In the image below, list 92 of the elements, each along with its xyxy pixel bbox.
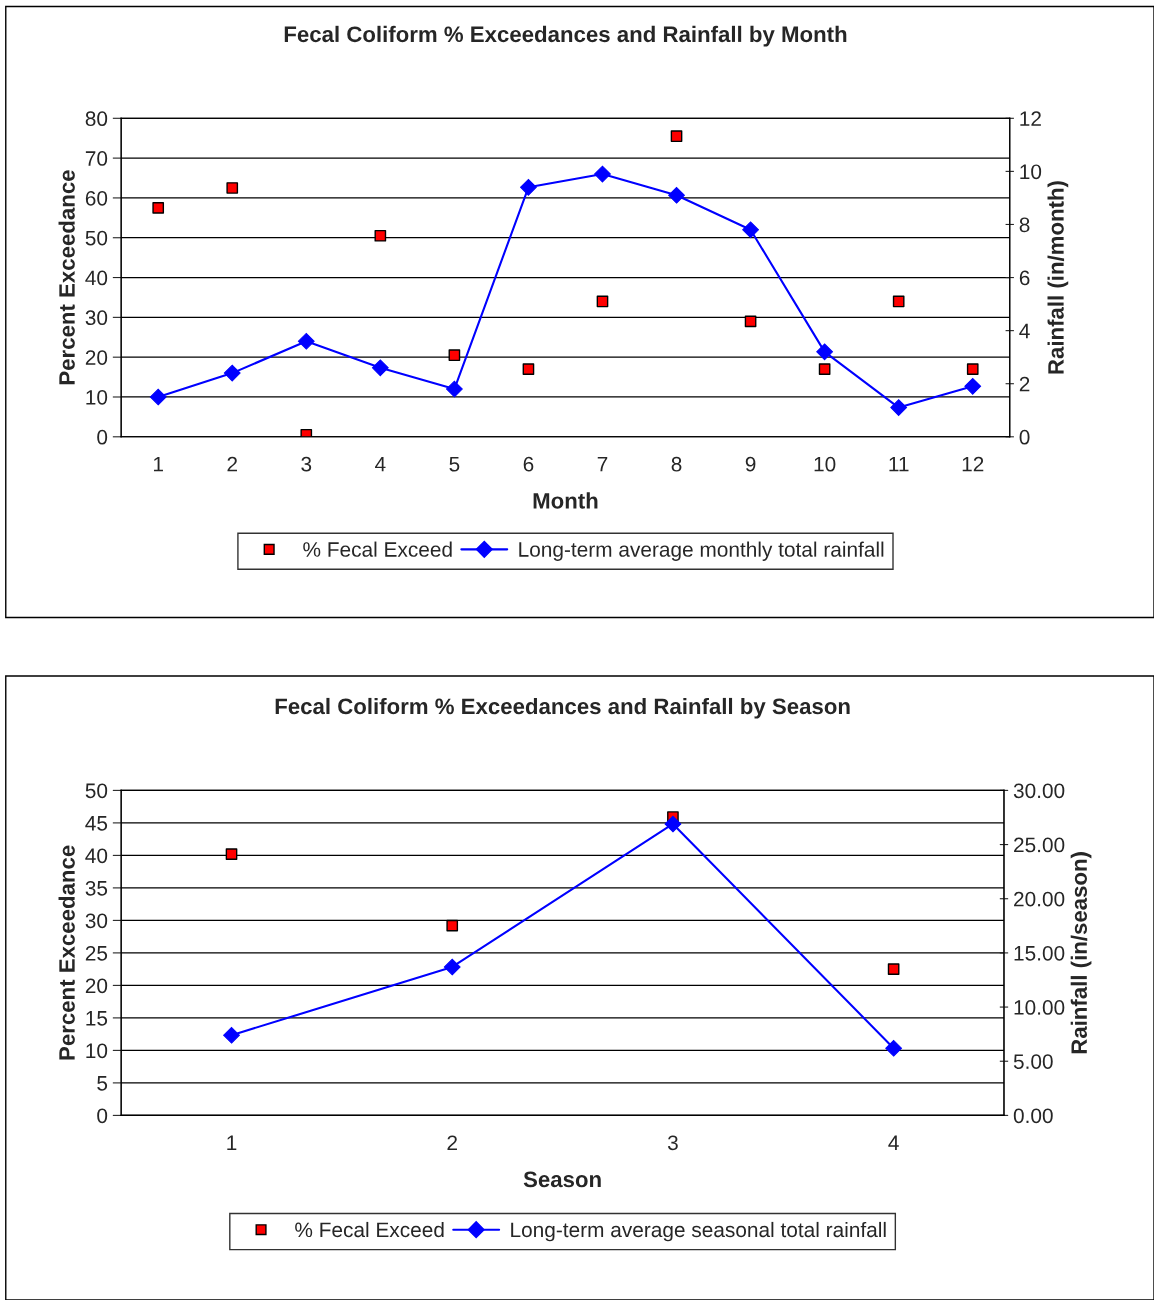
y2-tick-label: 4 bbox=[1019, 323, 1030, 339]
point bbox=[225, 848, 238, 860]
y-tick-label: 25 bbox=[85, 945, 108, 961]
x-tick-label: 4 bbox=[375, 457, 386, 472]
x-tick-label: 11 bbox=[889, 457, 909, 472]
point bbox=[149, 388, 167, 406]
y-tick-label: 20 bbox=[85, 978, 108, 994]
y-tick-label: 70 bbox=[85, 151, 108, 166]
x-tick-label: 6 bbox=[523, 456, 534, 472]
point bbox=[892, 295, 905, 308]
y2-tick-label: 30.00 bbox=[1013, 783, 1065, 799]
y2-tick-label: 15.00 bbox=[1014, 945, 1065, 961]
y2-tick-label: 6 bbox=[1019, 270, 1030, 286]
y2-tick-label: 8 bbox=[1019, 217, 1030, 233]
y2-tick-label: 0 bbox=[1019, 429, 1030, 445]
x-tick-label: 1 bbox=[227, 1135, 237, 1150]
y-axis-title: Percent Exceedance bbox=[58, 170, 75, 385]
y2-tick-label: 2 bbox=[1019, 376, 1030, 392]
legend-label: Long-term average seasonal total rainfall bbox=[511, 1221, 886, 1242]
point bbox=[297, 332, 315, 350]
y-tick-label: 35 bbox=[85, 880, 108, 896]
legend-label: % Fecal Exceed bbox=[295, 1221, 444, 1238]
y-tick-label: 20 bbox=[85, 350, 108, 365]
point bbox=[443, 958, 461, 976]
point bbox=[964, 377, 982, 395]
point bbox=[374, 229, 387, 242]
legend-label: % Fecal Exceed bbox=[303, 541, 452, 557]
y-tick-label: 0 bbox=[97, 1108, 108, 1124]
point bbox=[448, 349, 461, 362]
x-tick-label: 7 bbox=[597, 457, 608, 472]
y-tick-label: 10 bbox=[86, 1043, 108, 1059]
point bbox=[670, 130, 683, 143]
y-tick-label: 45 bbox=[85, 816, 108, 831]
y2-tick-label: 0.00 bbox=[1013, 1108, 1053, 1124]
x-tick-label: 5 bbox=[449, 457, 460, 472]
point bbox=[890, 399, 908, 416]
point bbox=[818, 363, 831, 375]
y-tick-label: 40 bbox=[85, 270, 108, 286]
y-tick-label: 15 bbox=[86, 1011, 108, 1026]
point bbox=[966, 363, 979, 375]
point bbox=[520, 178, 537, 196]
legend-label: Long-term average monthly total rainfall bbox=[519, 541, 884, 561]
point bbox=[668, 186, 685, 204]
point bbox=[596, 295, 609, 308]
y2-tick-label: 25.00 bbox=[1014, 837, 1065, 853]
x-axis-title: Month bbox=[533, 492, 598, 509]
point bbox=[152, 202, 165, 214]
x-tick-label: 9 bbox=[745, 456, 756, 472]
point bbox=[446, 380, 463, 398]
x-tick-label: 2 bbox=[447, 1135, 457, 1150]
y-tick-label: 5 bbox=[97, 1076, 108, 1091]
point bbox=[664, 815, 682, 833]
y-tick-label: 50 bbox=[85, 230, 108, 246]
x-tick-label: 2 bbox=[227, 456, 237, 472]
y2-tick-label: 10.00 bbox=[1014, 1000, 1065, 1015]
x-tick-label: 4 bbox=[888, 1135, 899, 1150]
y2-tick-label: 5.00 bbox=[1013, 1054, 1053, 1069]
point bbox=[887, 963, 900, 975]
y2-tick-label: 10 bbox=[1020, 164, 1042, 180]
y-tick-label: 40 bbox=[85, 848, 108, 864]
point bbox=[885, 1039, 903, 1057]
x-tick-label: 3 bbox=[301, 456, 312, 472]
y-tick-label: 80 bbox=[85, 111, 108, 127]
y2-tick-label: 12 bbox=[1020, 111, 1041, 126]
x-axis-title: Season bbox=[523, 1171, 601, 1188]
x-tick-label: 3 bbox=[667, 1135, 678, 1151]
y2-axis-title: Rainfall (in/month) bbox=[1047, 181, 1069, 374]
y2-tick-label: 20.00 bbox=[1014, 891, 1065, 907]
point bbox=[816, 343, 834, 361]
y-tick-label: 10 bbox=[86, 389, 108, 405]
y2-axis-title: Rainfall (in/season) bbox=[1070, 852, 1092, 1054]
y-tick-label: 50 bbox=[85, 783, 108, 799]
chart-title: Fecal Coliform % Exceedances and Rainfall by Month bbox=[284, 25, 847, 47]
point bbox=[594, 165, 611, 183]
y-tick-label: 60 bbox=[85, 190, 108, 206]
y-axis-title: Percent Exceedance bbox=[58, 845, 75, 1060]
point bbox=[223, 1026, 240, 1044]
x-tick-label: 8 bbox=[671, 456, 682, 472]
point bbox=[744, 315, 757, 328]
y-tick-label: 30 bbox=[85, 310, 108, 326]
chart-title: Fecal Coliform % Exceedances and Rainfall by Season bbox=[275, 697, 850, 719]
point bbox=[226, 182, 239, 194]
y-tick-label: 30 bbox=[85, 913, 108, 929]
x-tick-label: 12 bbox=[962, 456, 984, 472]
x-tick-label: 1 bbox=[153, 457, 163, 472]
x-tick-label: 10 bbox=[814, 456, 836, 472]
point bbox=[223, 364, 241, 382]
point bbox=[446, 919, 459, 932]
point bbox=[742, 221, 759, 239]
point bbox=[371, 359, 389, 377]
point bbox=[522, 363, 535, 375]
y-tick-label: 0 bbox=[97, 429, 108, 445]
